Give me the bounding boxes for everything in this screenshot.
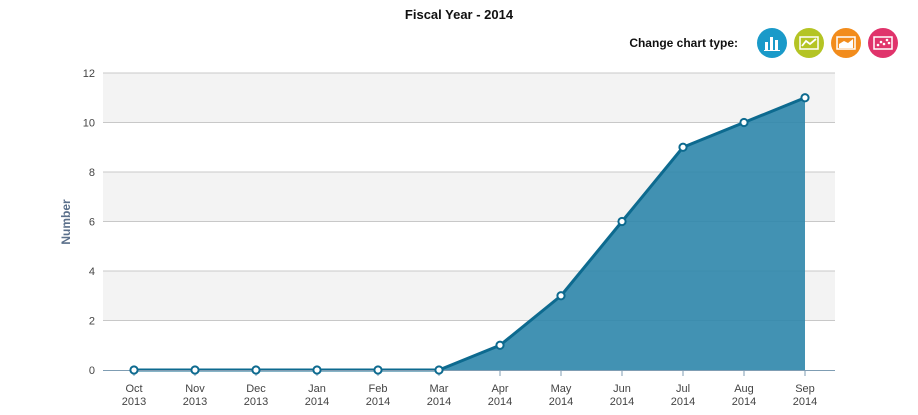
x-tick-label: Jul 2014 <box>671 383 695 408</box>
x-tick-label: Nov 2013 <box>183 383 207 408</box>
x-tick-label: Jun 2014 <box>610 383 634 408</box>
y-tick-label: 12 <box>83 68 95 80</box>
x-tick-label: Jan 2014 <box>305 383 329 408</box>
plot-band <box>103 73 835 123</box>
area-chart-icon <box>836 36 856 50</box>
bar-chart-icon <box>764 37 780 51</box>
y-tick-label: 10 <box>83 118 95 130</box>
x-tick-label: Apr 2014 <box>488 383 512 408</box>
scatter-chart-icon <box>873 36 893 50</box>
line-chart-icon <box>799 36 819 50</box>
x-tick-label: May 2014 <box>549 383 573 408</box>
x-tick-label: Sep 2014 <box>793 383 817 408</box>
data-point[interactable] <box>739 117 749 128</box>
line-chart-button[interactable] <box>794 28 824 58</box>
x-tick-label: Oct 2013 <box>122 383 146 408</box>
chart-type-label: Change chart type: <box>629 36 738 50</box>
x-tick-label: Aug 2014 <box>732 383 756 408</box>
chart-type-selector: Change chart type: <box>629 27 898 59</box>
y-axis-label: Number <box>59 199 73 245</box>
data-point[interactable] <box>800 93 810 103</box>
bar-chart-button[interactable] <box>757 28 787 58</box>
chart-title: Fiscal Year - 2014 <box>404 7 514 22</box>
area-chart-button[interactable] <box>831 28 861 58</box>
x-tick-label: Feb 2014 <box>366 383 390 408</box>
data-point[interactable] <box>129 365 139 375</box>
y-tick-label: 6 <box>89 217 95 229</box>
data-point[interactable] <box>190 365 200 375</box>
y-tick-label: 4 <box>89 266 95 278</box>
x-tick-label: Dec 2013 <box>244 383 268 408</box>
data-point[interactable] <box>678 142 688 152</box>
data-point[interactable] <box>495 340 505 350</box>
area-fill <box>134 97 805 370</box>
y-tick-label: 2 <box>89 316 95 328</box>
data-point[interactable] <box>617 216 627 227</box>
data-point[interactable] <box>312 365 322 375</box>
data-point[interactable] <box>373 365 383 375</box>
data-point[interactable] <box>251 365 261 375</box>
data-point[interactable] <box>556 291 566 301</box>
x-tick-label: Mar 2014 <box>427 383 451 408</box>
y-tick-label: 0 <box>89 365 95 377</box>
y-tick-label: 8 <box>89 167 95 179</box>
data-point[interactable] <box>434 365 444 375</box>
scatter-chart-button[interactable] <box>868 28 898 58</box>
